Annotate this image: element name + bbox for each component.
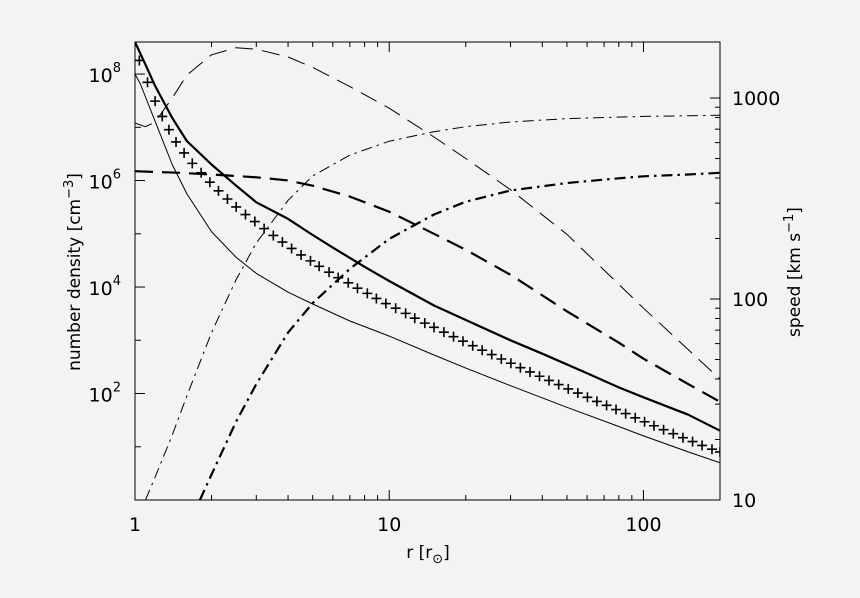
plus-marker	[687, 436, 698, 447]
plus-marker	[171, 136, 182, 147]
plus-marker	[601, 400, 612, 411]
plus-marker	[324, 267, 335, 278]
plus-marker	[157, 111, 168, 122]
plus-marker	[706, 444, 717, 455]
x-tick-label: 100	[625, 514, 661, 536]
plus-marker	[505, 358, 516, 369]
plus-marker	[390, 303, 401, 314]
plus-marker-series	[135, 55, 720, 457]
plot-frame	[134, 41, 721, 501]
plus-marker	[240, 209, 251, 220]
plus-marker	[572, 388, 583, 399]
plus-marker	[477, 345, 488, 356]
plus-marker	[343, 277, 354, 288]
plus-marker	[658, 424, 669, 435]
plus-marker	[187, 158, 198, 169]
series-line-thick-dashed-left	[135, 170, 720, 403]
series-line-thin-dashdot-right	[145, 114, 720, 500]
plus-marker	[639, 416, 650, 427]
plus-marker	[380, 298, 391, 309]
plus-marker	[611, 404, 622, 415]
plus-marker	[277, 237, 288, 248]
x-axis-label: r [r⊙]	[406, 543, 450, 567]
plus-marker	[486, 349, 497, 360]
left-y-tick-label: 106	[89, 168, 121, 194]
plus-marker	[213, 185, 224, 196]
plus-marker	[496, 353, 507, 364]
plus-marker	[196, 167, 207, 178]
series-line-thick-solid-left	[135, 42, 720, 432]
plot-area	[135, 42, 720, 500]
plus-marker	[333, 272, 344, 283]
x-tick-label: 10	[377, 514, 401, 536]
plus-marker	[553, 379, 564, 390]
plus-marker	[457, 336, 468, 347]
plus-marker	[534, 371, 545, 382]
plus-marker	[715, 446, 720, 457]
plus-marker	[697, 440, 708, 451]
plus-marker	[352, 283, 363, 294]
series-line-thick-dashdot-left	[198, 171, 720, 500]
left-axis-label: number density [cm−3]	[62, 173, 85, 371]
plus-marker	[259, 223, 270, 234]
plus-marker	[204, 177, 215, 188]
plus-marker	[163, 124, 174, 135]
series-line-thin-dashed-right	[135, 47, 720, 380]
right-axis-label: speed [km s−1]	[782, 207, 805, 337]
plus-marker	[591, 396, 602, 407]
series-line-thin-solid-left	[135, 73, 720, 464]
plus-marker	[135, 55, 145, 66]
plus-marker	[515, 362, 526, 373]
plus-marker	[438, 327, 449, 338]
plus-marker	[362, 288, 373, 299]
plus-marker	[429, 322, 440, 333]
right-y-tick-label: 1000	[732, 88, 780, 110]
left-y-tick-label: 108	[89, 61, 121, 87]
plus-marker	[620, 408, 631, 419]
plus-marker	[525, 366, 536, 377]
plus-marker	[371, 293, 382, 304]
plus-marker	[630, 412, 641, 423]
tick-labels: 1 10 100 102 104 106 108 10 100 1000	[89, 61, 781, 536]
plus-marker	[268, 230, 279, 241]
plus-marker	[409, 313, 420, 324]
right-y-tick-label: 100	[732, 289, 768, 311]
plus-marker	[419, 318, 430, 329]
plus-marker	[648, 420, 659, 431]
plus-marker	[448, 331, 459, 342]
plus-marker	[314, 261, 325, 272]
plus-marker	[400, 308, 411, 319]
plus-marker	[286, 243, 297, 254]
plus-marker	[467, 340, 478, 351]
plus-marker	[231, 201, 242, 212]
axis-ticks	[134, 42, 721, 501]
plus-marker	[563, 383, 574, 394]
plus-marker	[668, 428, 679, 439]
left-y-tick-label: 102	[89, 381, 121, 407]
plus-marker	[296, 249, 307, 260]
plus-marker	[142, 77, 153, 88]
right-y-tick-label: 10	[732, 490, 756, 512]
plus-marker	[582, 392, 593, 403]
plus-marker	[677, 432, 688, 443]
x-tick-label: 1	[129, 514, 141, 536]
plus-marker	[249, 216, 260, 227]
plus-marker	[222, 194, 233, 205]
plus-marker	[179, 147, 190, 158]
plus-marker	[305, 255, 316, 266]
plus-marker	[543, 375, 554, 386]
left-y-tick-label: 104	[89, 274, 121, 300]
plus-marker	[150, 96, 161, 107]
